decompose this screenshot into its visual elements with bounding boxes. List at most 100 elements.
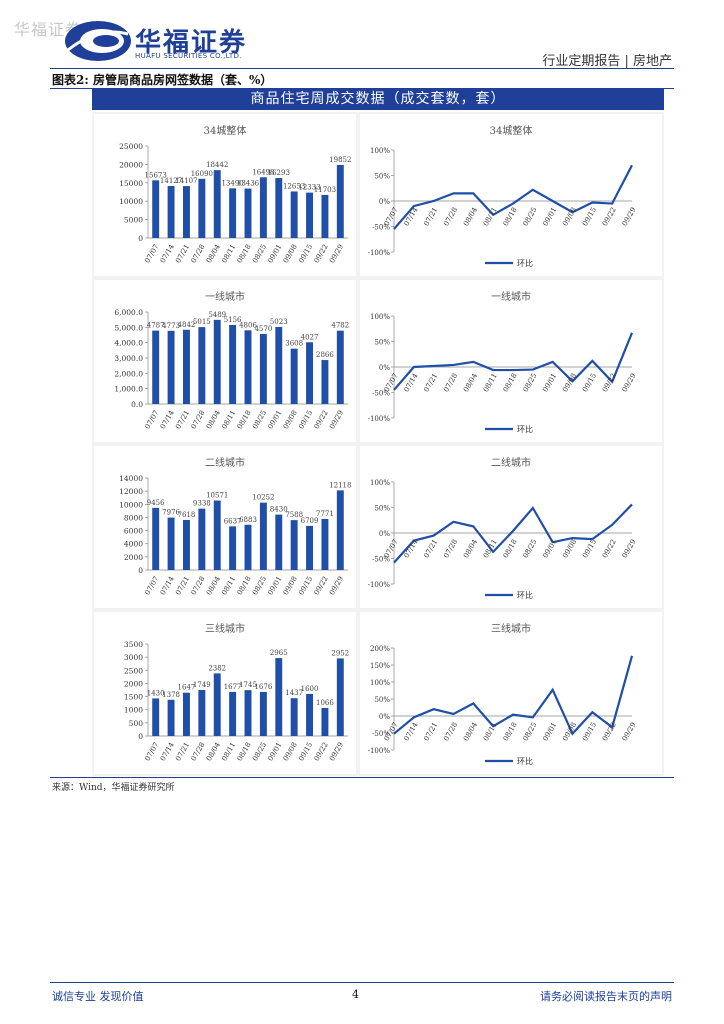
y-tick-label: 200% [370,645,390,653]
figure-label: 图表2: 房管局商品房网签数据（套、%） [52,73,273,87]
series-line [393,503,633,564]
chart-title: 三线城市 [205,622,245,635]
x-tick-label: 08/04 [462,721,479,743]
x-tick-label: 08/18 [236,409,253,430]
y-tick-label: 12000 [119,487,143,496]
bar-value-label: 4027 [301,333,319,341]
bar-value-label: 16498 [252,168,274,176]
x-tick-label: 09/29 [621,372,638,393]
x-tick-label: 09/15 [581,538,598,559]
x-tick-label: 07/28 [442,206,459,227]
x-tick-label: 09/01 [266,575,283,596]
x-tick-label: 07/21 [422,206,439,227]
bar [183,692,190,736]
x-tick-label: 08/18 [236,243,253,264]
x-tick-label: 09/22 [313,409,330,430]
bar [275,326,283,404]
bar [306,342,313,404]
x-tick-label: 07/21 [174,741,191,762]
chart-svg: 34城整体-100%-50%0%50%100%07/07 07/14 07/21 07… [368,124,638,268]
line-chart-7: 三线城市 -100% -50% 0% 50% 100% 150% 200% 07/07 07/14… [360,612,662,774]
chart-title: 三线城市 [491,622,531,635]
chart-title: 34城整体 [204,124,247,137]
x-tick-label: 09/08 [561,206,578,227]
bar-value-label: 10252 [252,494,274,502]
bar-value-label: 11703 [314,186,336,194]
bar-value-label: 3608 [285,340,303,348]
y-tick-label: 50% [374,173,390,181]
x-tick-label: 07/07 [383,372,400,393]
bar-value-label: 1066 [316,699,334,707]
x-tick-label: 08/25 [522,721,539,742]
y-tick-label: 50% [374,339,390,347]
y-tick-label: 100% [370,679,390,687]
bar [321,360,329,404]
y-tick-label: 1500 [124,693,143,702]
y-tick-label: -50% [372,556,390,564]
bar-value-label: 1647 [178,684,196,692]
x-tick-label: 07/28 [442,538,459,559]
bar-value-label: 16090 [191,170,213,178]
bar [244,188,252,238]
bar [229,188,237,238]
chart-title: 二线城市 [491,456,531,469]
x-tick-label: 09/29 [328,409,345,430]
bar-value-label: 5489 [208,311,226,319]
x-tick-label: 09/01 [541,372,558,393]
bar-value-label: 2965 [270,649,288,657]
y-tick-label: 0.0 [131,400,143,409]
bar [167,699,175,736]
x-tick-label: 09/22 [601,538,618,559]
x-tick-label: 09/15 [297,575,314,596]
company-logo [65,21,131,61]
x-tick-label: 09/22 [313,741,330,762]
bar-value-label: 4842 [178,321,196,329]
bar [244,524,252,570]
y-tick-label: 0 [138,566,143,575]
y-tick-label: -100% [368,581,391,589]
chart-svg: 三线城市 0 500 1000 1500 2000 2500 3000 3500 1430 07/0… [124,622,349,762]
legend-label: 环比 [517,756,533,766]
bar [336,658,344,736]
y-tick-label: 0 [138,234,143,243]
y-tick-label: 10000 [119,197,143,206]
x-tick-label: 07/07 [143,243,160,264]
x-tick-label: 08/25 [522,538,539,559]
bar [229,691,237,736]
bar [152,180,160,238]
x-tick-label: 08/04 [462,372,479,394]
x-tick-label: 07/28 [442,721,459,742]
x-tick-label: 08/18 [236,575,253,596]
legend-label: 环比 [517,424,533,434]
x-tick-label: 09/15 [297,243,314,264]
bar-value-label: 13490 [221,179,243,187]
x-tick-label: 08/11 [482,206,499,227]
bar [259,691,267,736]
bar-value-label: 7771 [316,510,334,518]
bar-value-label: 7618 [178,511,196,519]
bar-value-label: 4773 [162,322,180,330]
bar [198,178,206,238]
bar [259,333,267,404]
x-tick-label: 09/01 [266,243,283,264]
bar-value-label: 4570 [254,325,272,333]
chart-title: 二线城市 [205,456,245,469]
x-tick-label: 07/28 [442,372,459,393]
bar [213,673,221,736]
figure-bottom-divider [50,777,674,778]
bar-value-label: 15673 [145,171,167,179]
bar-value-label: 9338 [193,500,211,508]
x-tick-label: 07/07 [383,538,400,559]
x-tick-label: 08/25 [522,372,539,393]
bar-value-label: 5023 [270,318,288,326]
y-tick-label: 2000 [124,553,143,562]
x-tick-label: 09/29 [621,721,638,742]
bar [275,658,283,736]
chart-title: 一线城市 [491,290,531,303]
y-tick-label: 5000 [124,216,143,225]
chart-svg: 三线城市-100%-50%0%50%100%150%200%07/07 07/14… [368,622,638,766]
x-tick-label: 08/04 [462,538,479,560]
bar [259,502,267,570]
x-tick-label: 08/25 [251,741,268,762]
bar [321,707,329,736]
